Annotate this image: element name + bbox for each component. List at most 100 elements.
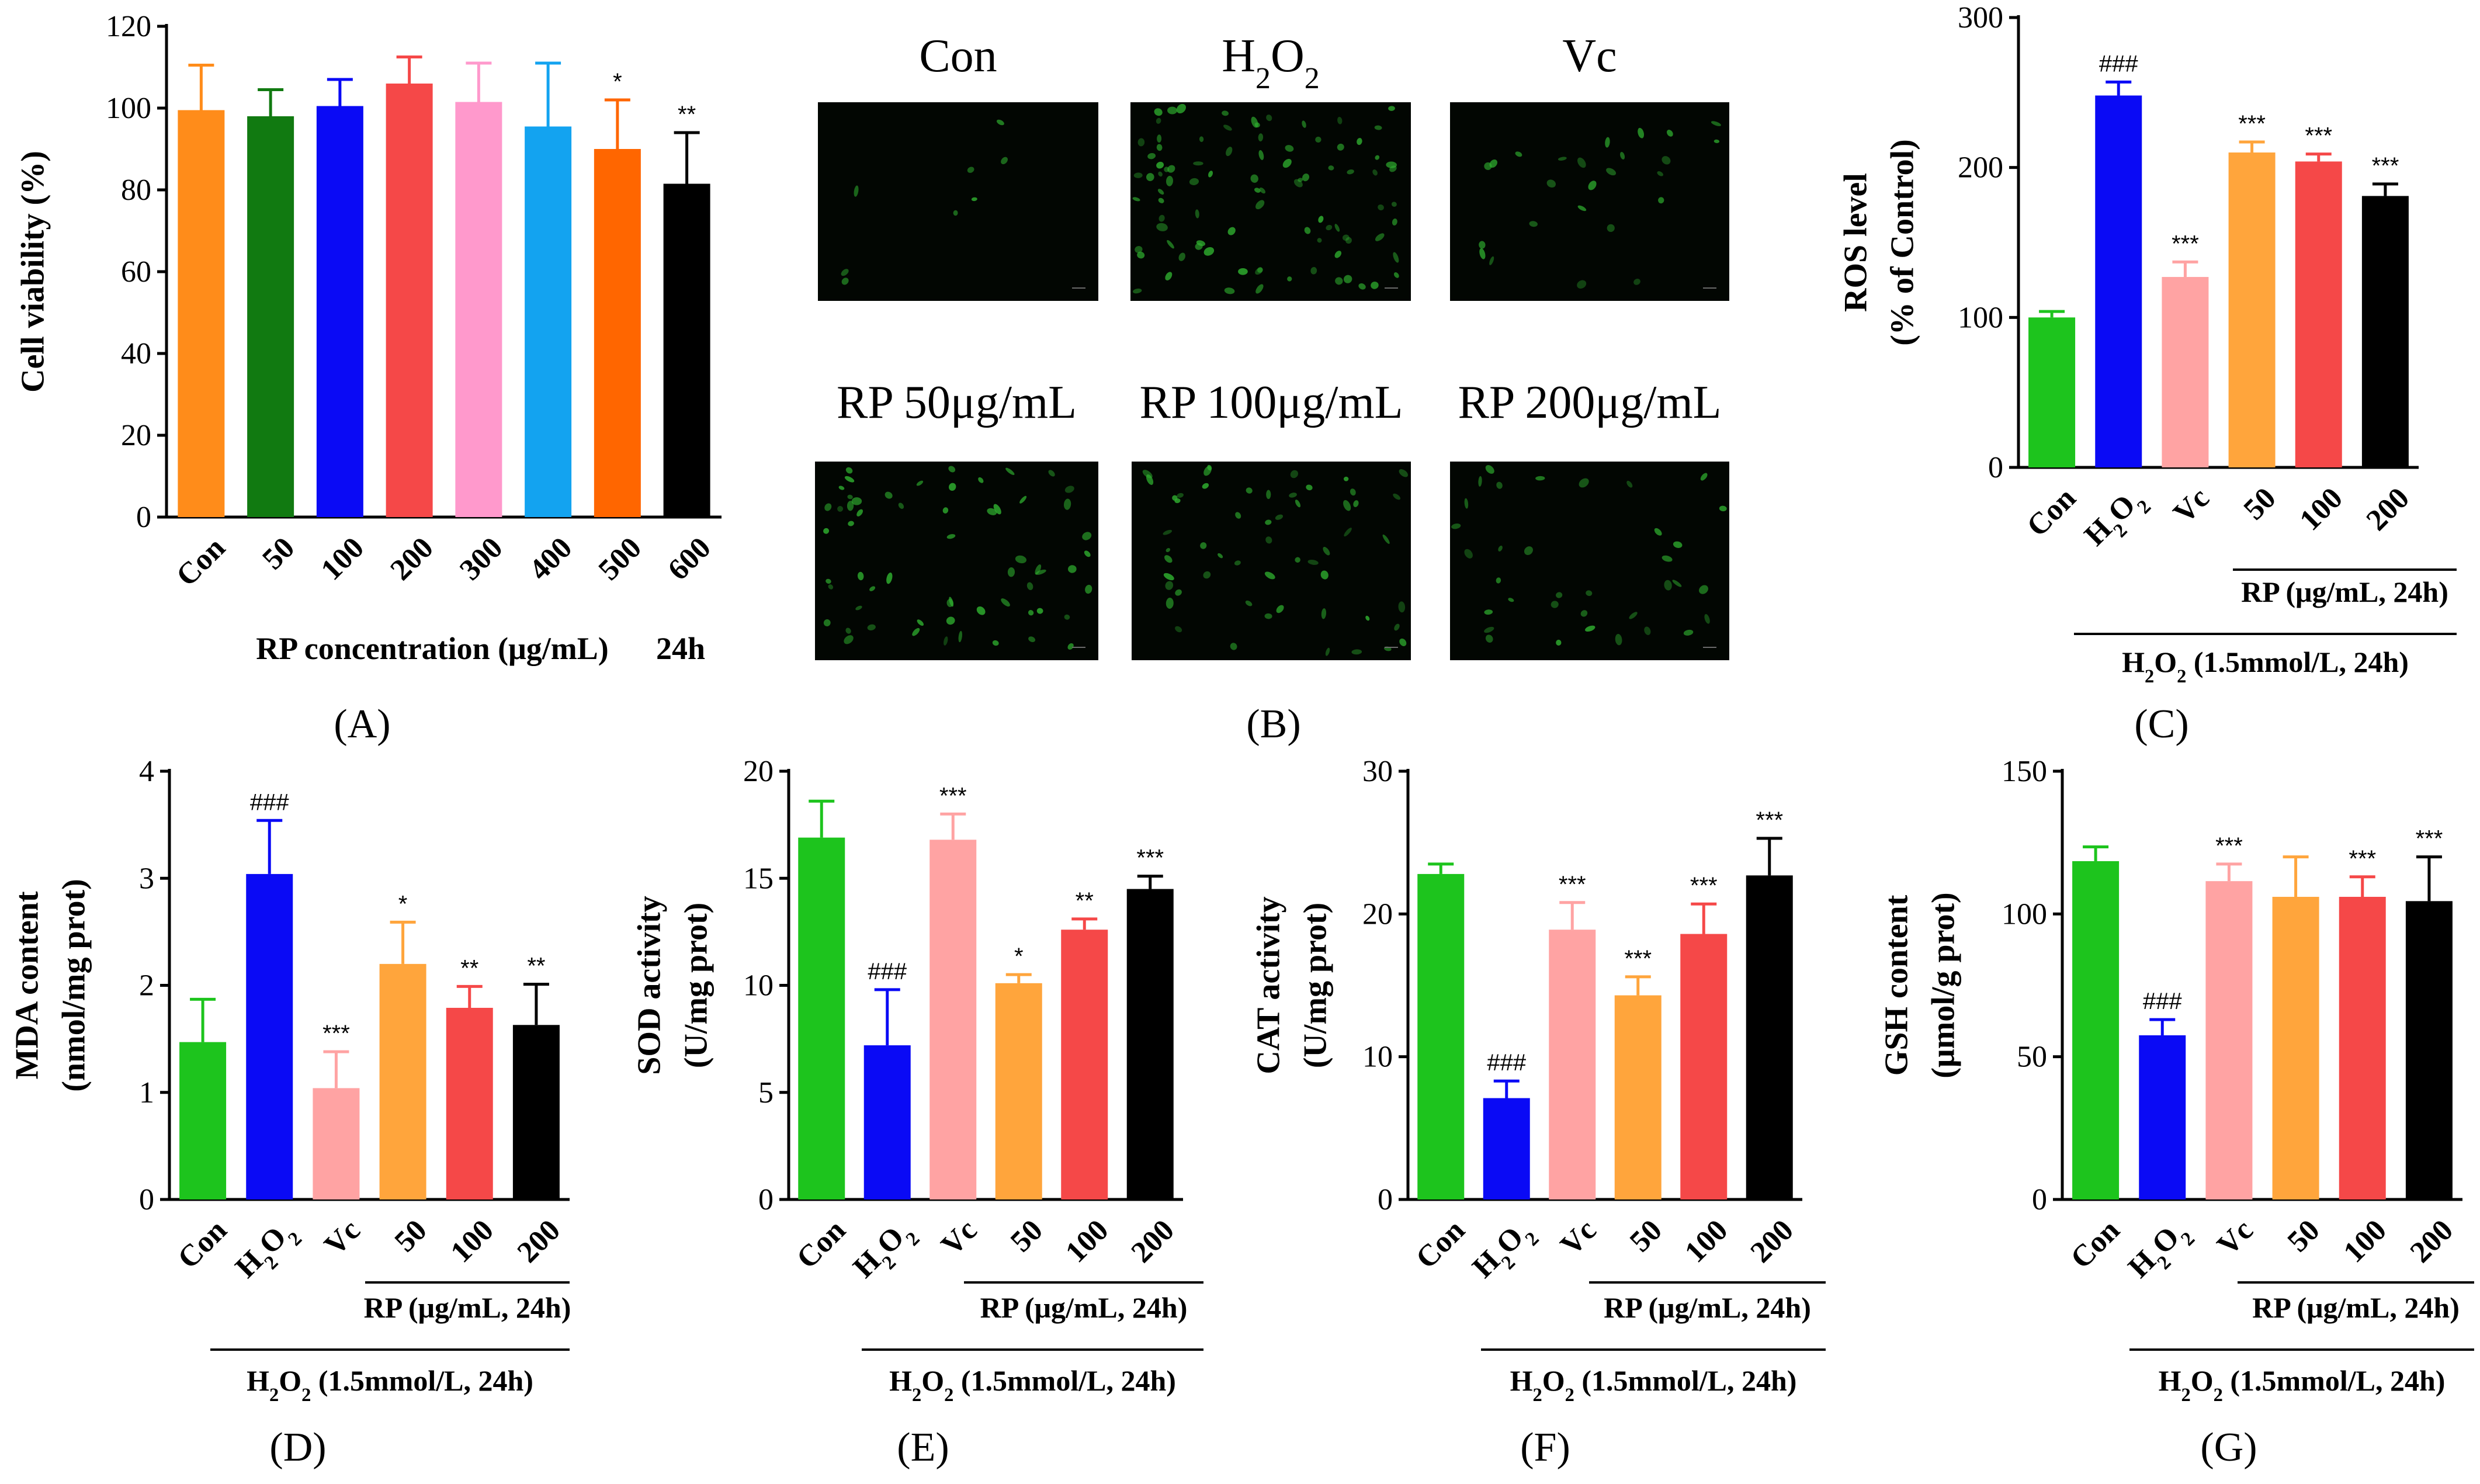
cell-fluorescence [847, 494, 853, 500]
cell-fluorescence [1147, 152, 1156, 160]
cell-fluorescence [1371, 282, 1379, 289]
cell-fluorescence [1479, 248, 1486, 259]
cell-fluorescence [1524, 546, 1533, 555]
cell-fluorescence [885, 491, 893, 499]
micrograph-image [1450, 102, 1729, 301]
cell-fluorescence [953, 210, 958, 216]
y-axis-subtitle: (U/mg prot) [678, 903, 714, 1069]
cell-fluorescence [1478, 476, 1482, 487]
cell-fluorescence [1302, 120, 1306, 128]
significance-marker: ** [527, 953, 545, 979]
cell-fluorescence [993, 504, 1001, 515]
chart-e: 0 5 10 15 20 Con ### H2O2 *** Vc * 50 ** 100 *** 200 SOD… [632, 755, 1203, 1470]
cell-fluorescence [1393, 252, 1399, 263]
cell-fluorescence [1496, 577, 1501, 584]
bar-100 [2339, 897, 2386, 1199]
cell-fluorescence [1064, 486, 1074, 493]
cell-fluorescence [1290, 470, 1298, 479]
cell-fluorescence [1166, 548, 1171, 553]
cell-fluorescence [1700, 473, 1708, 481]
cell-fluorescence [1644, 626, 1651, 635]
cell-fluorescence [1664, 580, 1672, 591]
bar-200 [1746, 875, 1793, 1199]
significance-marker: *** [2372, 153, 2399, 179]
cell-fluorescence [948, 466, 956, 473]
cell-fluorescence [949, 483, 956, 491]
cell-fluorescence [1662, 156, 1671, 165]
cell-fluorescence [1351, 649, 1362, 655]
cell-fluorescence [1203, 571, 1211, 579]
cell-fluorescence [1711, 121, 1721, 126]
cell-fluorescence [1378, 204, 1384, 211]
cell-fluorescence [1158, 197, 1164, 203]
cell-fluorescence [855, 605, 862, 611]
chart-a: 0 20 40 60 80 100 120 Con 50 100 200 300 400 * 500 ** 60… [15, 10, 722, 747]
y-tick-label: 3 [139, 862, 154, 895]
category-label: 300 [453, 531, 509, 587]
bar-100 [1061, 930, 1108, 1199]
panel-label: (G) [2200, 1425, 2257, 1470]
category-label: 200 [511, 1213, 567, 1269]
cell-fluorescence [1535, 476, 1545, 481]
cell-fluorescence [1085, 584, 1092, 594]
cell-fluorescence [1064, 498, 1071, 510]
cell-fluorescence [1388, 106, 1395, 111]
y-tick-label: 4 [139, 755, 154, 788]
y-axis-subtitle: (% of Control) [1885, 139, 1921, 346]
cell-fluorescence [1172, 495, 1178, 501]
cell-fluorescence [1323, 547, 1330, 556]
category-label: 100 [1059, 1213, 1115, 1269]
cell-fluorescence [987, 508, 997, 515]
category-label: 200 [1125, 1213, 1181, 1269]
cell-fluorescence [1178, 252, 1185, 261]
cell-fluorescence [1175, 589, 1182, 596]
category-label: H2O2 [2078, 481, 2155, 559]
cell-fluorescence [1375, 233, 1385, 241]
cell-fluorescence [1673, 541, 1683, 548]
cell-fluorescence [1479, 241, 1486, 249]
cell-fluorescence [958, 630, 962, 643]
cell-fluorescence [971, 197, 977, 202]
cell-fluorescence [1264, 613, 1272, 619]
cell-fluorescence [1266, 490, 1271, 500]
y-tick-label: 100 [2002, 897, 2047, 931]
rp-group-label: RP (μg/mL, 24h) [1604, 1291, 1811, 1324]
cell-fluorescence [1208, 171, 1213, 178]
category-label: 50 [2238, 481, 2283, 526]
micrograph-image [815, 462, 1098, 660]
cell-fluorescence [1259, 187, 1265, 194]
cell-fluorescence [1607, 224, 1615, 233]
cell-fluorescence [1001, 598, 1010, 607]
cell-fluorescence [1189, 178, 1199, 185]
rp-group-label: RP (μg/mL, 24h) [980, 1291, 1188, 1324]
significance-marker: ** [1076, 888, 1094, 914]
y-tick-label: 0 [1378, 1183, 1393, 1216]
cell-fluorescence [1667, 130, 1673, 137]
h2o2-group-label: H2O2 (1.5mmol/L, 24h) [1510, 1364, 1797, 1406]
cell-fluorescence [1203, 247, 1215, 256]
cell-fluorescence [1508, 598, 1514, 602]
panel-label: (F) [1520, 1425, 1570, 1470]
cell-fluorescence [1588, 181, 1597, 190]
category-label: Vc [1554, 1213, 1603, 1262]
cell-fluorescence [1007, 567, 1015, 577]
y-tick-label: 0 [139, 1183, 154, 1216]
cell-fluorescence [1195, 209, 1199, 219]
y-tick-label: 40 [121, 337, 151, 370]
cell-fluorescence [1704, 613, 1710, 624]
cell-fluorescence [854, 185, 859, 197]
cell-fluorescence [1163, 529, 1173, 535]
y-tick-label: 0 [1988, 451, 2003, 484]
cell-fluorescence [1235, 512, 1241, 519]
y-tick-label: 20 [1362, 897, 1393, 931]
y-tick-label: 150 [2002, 755, 2047, 788]
panel-label: (A) [334, 702, 390, 747]
x-axis-title: RP concentration (μg/mL) [256, 631, 609, 666]
category-label: Vc [318, 1213, 366, 1262]
significance-marker: *** [2215, 833, 2243, 859]
category-label: 50 [1004, 1213, 1049, 1258]
cell-fluorescence [1392, 219, 1397, 226]
cell-fluorescence [1629, 612, 1638, 619]
cell-fluorescence [1328, 165, 1334, 171]
cell-fluorescence [1394, 623, 1400, 631]
